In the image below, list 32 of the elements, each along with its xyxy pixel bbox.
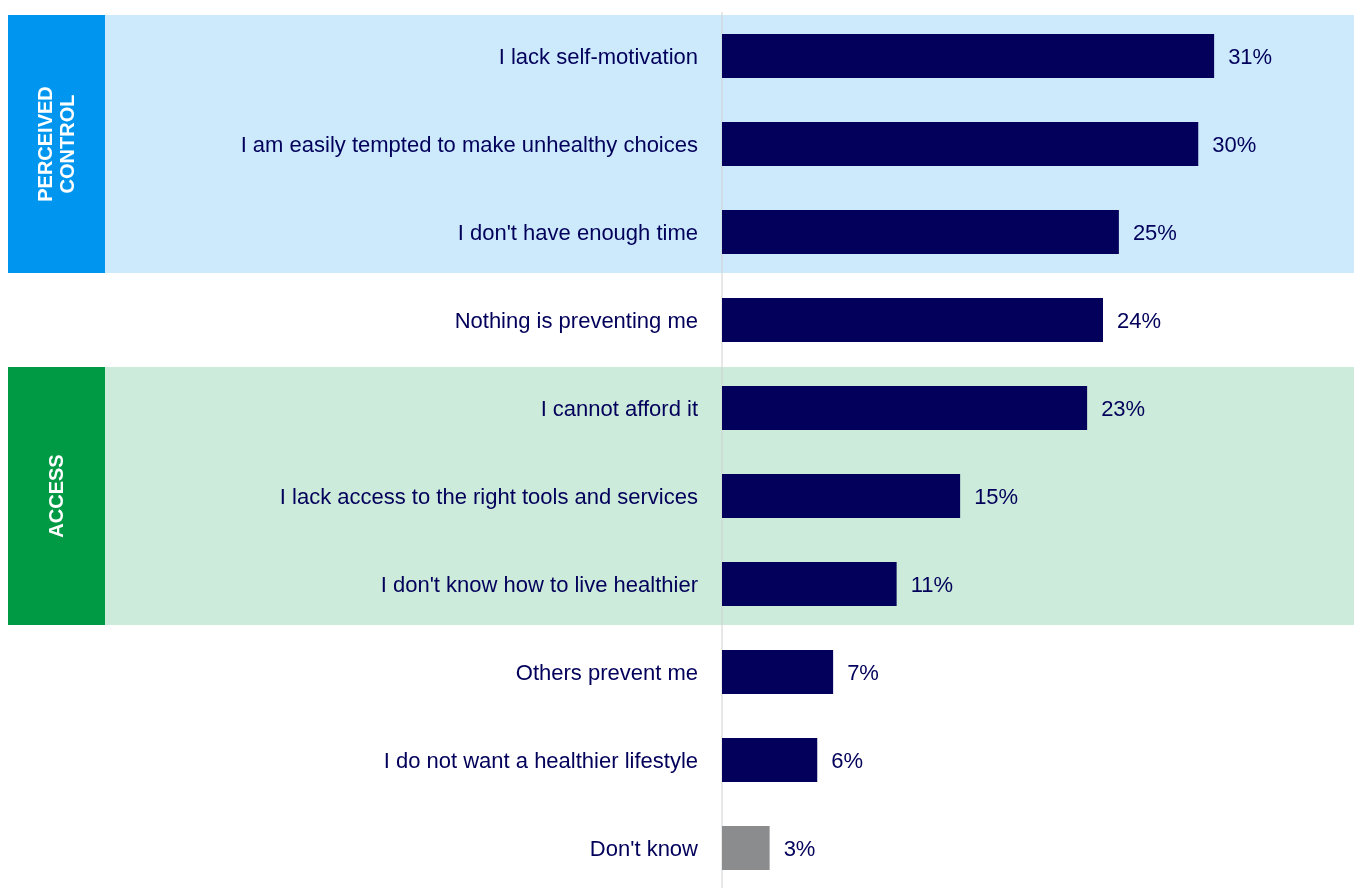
data-label: 3% xyxy=(783,836,816,861)
y-tick-label: I lack access to the right tools and services xyxy=(279,484,698,509)
y-tick-label: I do not want a healthier lifestyle xyxy=(383,748,698,773)
bar xyxy=(722,826,770,870)
y-tick-label: Nothing is preventing me xyxy=(454,308,698,333)
data-label: 15% xyxy=(974,484,1019,509)
bar xyxy=(722,210,1119,254)
bar xyxy=(722,298,1103,342)
bar xyxy=(722,34,1215,78)
y-tick-label: Don't know xyxy=(589,836,699,861)
bar xyxy=(722,738,818,782)
bar xyxy=(722,650,834,694)
y-tick-label: I cannot afford it xyxy=(540,396,698,421)
data-label: 11% xyxy=(910,572,954,597)
data-label: 25% xyxy=(1132,220,1177,245)
bar xyxy=(722,122,1199,166)
bar xyxy=(722,562,897,606)
data-label: 30% xyxy=(1212,132,1257,157)
band-label: PERCEIVED CONTROL xyxy=(34,86,78,202)
y-tick-label: Others prevent me xyxy=(515,660,698,685)
data-label: 31% xyxy=(1228,44,1273,69)
y-tick-label: I am easily tempted to make unhealthy choices xyxy=(240,132,698,157)
y-tick-label: I lack self-motivation xyxy=(498,44,698,69)
data-label: 24% xyxy=(1117,308,1162,333)
bar xyxy=(722,474,961,518)
y-tick-label: I don't have enough time xyxy=(457,220,698,245)
bar xyxy=(722,386,1088,430)
data-label: 7% xyxy=(847,660,879,685)
data-label: 6% xyxy=(831,748,864,773)
band-label: ACCESS xyxy=(45,454,67,538)
y-tick-label: I don't know how to live healthier xyxy=(380,572,698,597)
data-label: 23% xyxy=(1101,396,1146,421)
